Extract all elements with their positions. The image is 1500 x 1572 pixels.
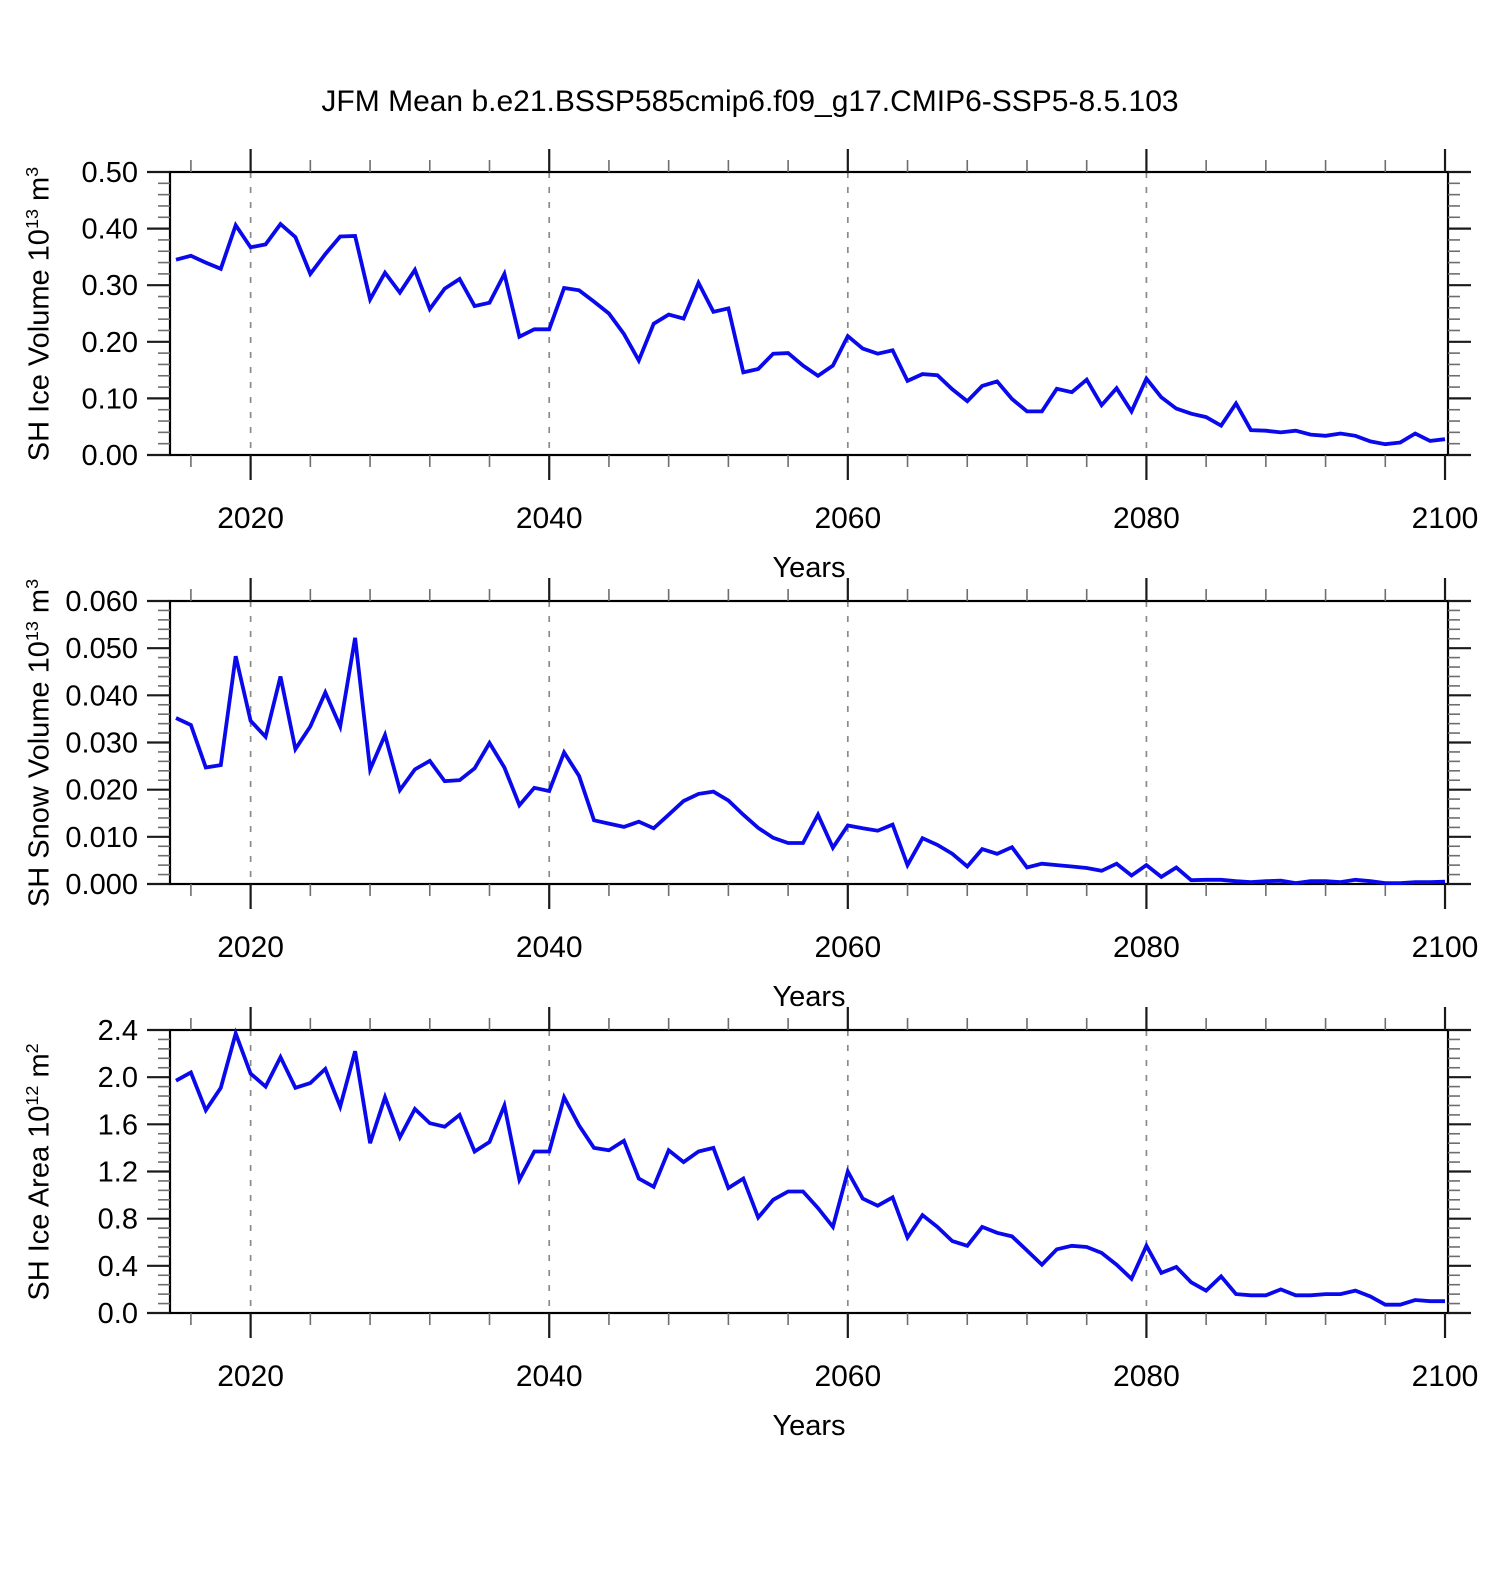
x-axis-title: Years [772,552,845,584]
x-tick-label: 2060 [814,502,881,535]
y-tick-label: 0.020 [65,775,138,807]
plot-border [168,170,1450,457]
y-axis-label-sup: 3 [22,166,42,177]
x-tick-label: 2040 [516,502,583,535]
y-tick-label: 1.2 [98,1157,138,1189]
plot-border [168,599,1450,886]
x-tick-label: 2080 [1113,931,1180,964]
y-tick-label: 0.010 [65,822,138,854]
y-axis-label-text: m [23,588,56,621]
x-tick-label: 2100 [1412,502,1479,535]
y-axis-label-sup: 13 [22,208,42,229]
data-line-series [175,1027,1445,1307]
x-axis-title: Years [772,981,845,1013]
y-axis-label-text: m [23,1052,56,1086]
y-tick-label: 0.8 [98,1204,138,1236]
y-axis-label-sup: 3 [22,578,42,589]
x-tick-label: 2080 [1113,1360,1180,1393]
y-tick-label: 0.0 [98,1298,138,1330]
y-tick-label: 0.30 [82,270,138,302]
y-tick-label: 2.0 [98,1062,138,1094]
y-axis-label-sup: 12 [22,1085,42,1106]
y-tick-label: 0.030 [65,728,138,760]
y-axis-label-sup: 2 [22,1042,42,1053]
x-tick-label: 2060 [814,1360,881,1393]
y-tick-label: 0.00 [82,440,138,472]
chart-title: JFM Mean b.e21.BSSP585cmip6.f09_g17.CMIP… [321,85,1179,118]
y-tick-label: 2.4 [98,1015,138,1047]
y-axis-label-text: m [23,176,56,209]
y-tick-label: 0.10 [82,383,138,415]
y-tick-label: 0.20 [82,327,138,359]
plots-svg: 2020 2040 2060 2080 21000.000.100.200.300.40… [65,149,1479,1442]
y-axis-label-text: SH Ice Area 10 [23,1105,56,1301]
data-line-series [175,637,1446,886]
y-tick-label: 0.50 [82,157,138,189]
x-tick-label: 2020 [217,1360,284,1393]
x-tick-label: 2080 [1113,502,1180,535]
y-tick-label: 0.050 [65,633,138,665]
x-tick-label: 2040 [516,1360,583,1393]
x-tick-label: 2020 [217,931,284,964]
y-tick-label: 0.040 [65,680,138,712]
plot-border [168,1028,1450,1315]
x-tick-label: 2040 [516,931,583,964]
y-tick-label: 0.4 [98,1251,138,1283]
y-tick-label: 0.060 [65,586,138,618]
x-tick-label: 2100 [1412,931,1479,964]
y-tick-label: 1.6 [98,1109,138,1141]
figure: JFM Mean b.e21.BSSP585cmip6.f09_g17.CMIP… [22,85,1479,1442]
y-axis-label: SH Ice Area 1012 m2 [11,772,56,1572]
y-axis-label-sup: 13 [22,620,42,641]
x-axis-title: Years [772,1410,845,1442]
x-tick-label: 2060 [814,931,881,964]
data-line-series [175,220,1446,447]
x-tick-label: 2020 [217,502,284,535]
y-tick-label: 0.000 [65,869,138,901]
x-tick-label: 2100 [1412,1360,1479,1393]
y-tick-label: 0.40 [82,214,138,246]
